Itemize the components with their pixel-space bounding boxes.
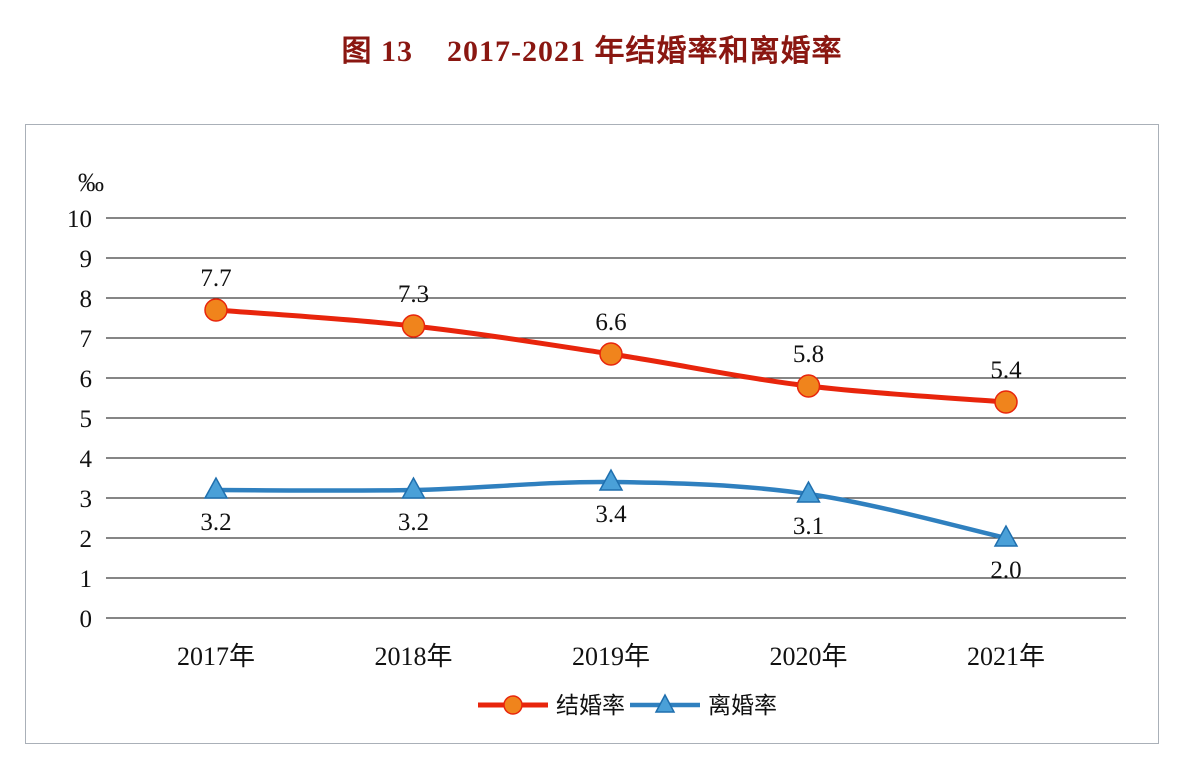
y-tick-label: 4 — [80, 446, 93, 473]
data-label: 3.1 — [793, 513, 824, 540]
series-0-marker — [796, 374, 821, 398]
y-tick-label: 0 — [80, 606, 93, 633]
series-1-marker — [796, 480, 821, 503]
y-tick-label: 2 — [80, 526, 93, 553]
y-tick-label: 3 — [80, 486, 93, 513]
y-tick-label: 6 — [80, 366, 93, 393]
y-tick-label: 5 — [80, 406, 93, 433]
series-1-marker — [993, 524, 1019, 547]
y-axis-unit-label: ‰ — [78, 168, 104, 197]
data-label: 2.0 — [990, 557, 1021, 584]
y-tick-label: 8 — [80, 286, 93, 313]
legend-label: 结婚率 — [556, 693, 625, 718]
data-label: 5.4 — [990, 357, 1022, 384]
series-1-marker — [401, 476, 426, 499]
series-0-marker — [204, 298, 228, 322]
x-tick-label: 2021年 — [967, 642, 1045, 671]
data-label: 3.2 — [200, 509, 231, 536]
data-label: 6.6 — [595, 309, 626, 336]
series-0-marker — [994, 390, 1018, 414]
series-0-marker — [599, 342, 623, 366]
y-tick-label: 9 — [80, 246, 93, 273]
y-tick-label: 7 — [80, 326, 93, 353]
x-tick-label: 2020年 — [769, 642, 847, 671]
x-tick-label: 2017年 — [177, 642, 255, 671]
data-label: 3.2 — [398, 509, 429, 536]
legend-marker-circle — [503, 695, 523, 715]
x-tick-label: 2018年 — [374, 642, 452, 671]
data-label: 7.3 — [398, 281, 429, 308]
legend-label: 离婚率 — [708, 693, 777, 718]
series-1-marker — [598, 468, 624, 491]
y-tick-label: 1 — [80, 566, 93, 593]
series-0-marker — [401, 314, 426, 338]
y-tick-label: 10 — [67, 206, 92, 233]
x-tick-label: 2019年 — [572, 642, 650, 671]
data-label: 7.7 — [200, 265, 231, 292]
data-label: 5.8 — [793, 341, 824, 368]
legend-marker-triangle — [654, 693, 676, 713]
chart-container: ‰ 10 9 8 7 6 5 4 3 2 1 0 7.7 7.3 6.6 5.8 5.4 3.2 3.2 3.4 3.1… — [25, 124, 1159, 744]
data-label: 3.4 — [595, 501, 627, 528]
series-1-marker — [203, 476, 229, 499]
chart-title: 图 13 2017-2021 年结婚率和离婚率 — [341, 35, 843, 68]
